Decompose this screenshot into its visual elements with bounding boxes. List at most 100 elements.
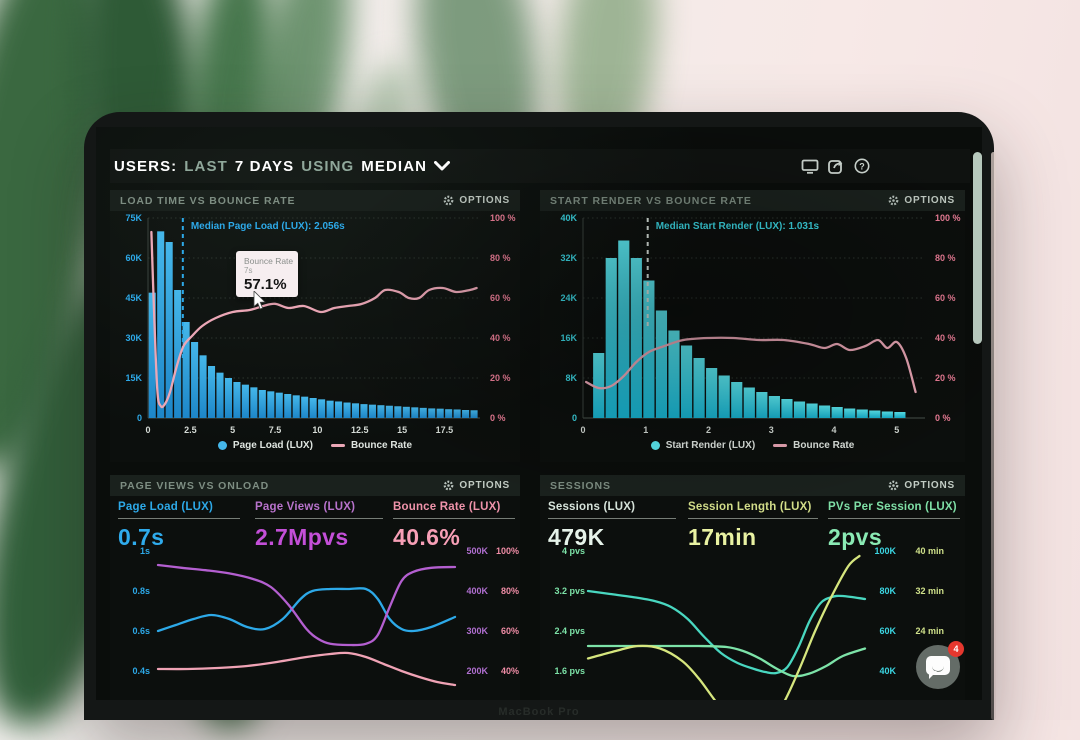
metric-label: Sessions (LUX) <box>548 501 636 513</box>
monitor-icon[interactable] <box>801 159 819 174</box>
dashboard-screen: USERS: LAST 7 DAYS USING MEDIAN ? <box>96 127 982 700</box>
title-median: MEDIAN <box>361 157 428 175</box>
svg-text:80 %: 80 % <box>490 253 511 263</box>
svg-text:4 pvs: 4 pvs <box>562 546 585 556</box>
metric-session-length: Session Length (LUX) 17min <box>688 501 818 551</box>
svg-text:32 min: 32 min <box>915 586 944 596</box>
histogram-load-time[interactable]: 75K 100 % 60K 80 % 45K 60 % 30K 40 % 15K 20 % 0 0 %… <box>110 190 520 462</box>
options-label: OPTIONS <box>459 480 510 491</box>
svg-text:0: 0 <box>145 425 150 435</box>
tooltip-subtitle: 7s <box>244 266 253 275</box>
chat-button[interactable]: 4 <box>916 641 964 689</box>
svg-text:12.5: 12.5 <box>351 425 369 435</box>
svg-text:100 %: 100 % <box>935 213 961 223</box>
panel-page-views-vs-onload: PAGE VIEWS VS ONLOAD OPTIONS Page Load (… <box>110 475 520 700</box>
svg-text:60%: 60% <box>501 626 519 636</box>
svg-text:40K: 40K <box>879 666 896 676</box>
svg-text:80K: 80K <box>879 586 896 596</box>
legend-label: Bounce Rate <box>350 440 413 451</box>
metric-value: 17min <box>688 524 757 550</box>
panel-header: PAGE VIEWS VS ONLOAD OPTIONS <box>110 475 520 496</box>
svg-text:4: 4 <box>832 425 837 435</box>
metric-label: Page Load (LUX) <box>118 501 214 513</box>
legend-dot-icon <box>650 441 660 450</box>
options-button[interactable]: OPTIONS <box>888 480 955 491</box>
svg-text:5: 5 <box>894 425 899 435</box>
svg-text:3.2 pvs: 3.2 pvs <box>554 586 585 596</box>
tooltip-title: Bounce Rate <box>244 256 294 266</box>
legend-item-bounce-rate[interactable]: Bounce Rate <box>330 440 413 451</box>
options-button[interactable]: OPTIONS <box>888 195 955 206</box>
svg-text:15: 15 <box>397 425 407 435</box>
gear-icon <box>444 480 454 491</box>
svg-text:40 %: 40 % <box>935 333 956 343</box>
legend-label: Bounce Rate <box>793 440 855 451</box>
svg-text:40K: 40K <box>560 213 577 223</box>
metric-value: 2pvs <box>828 524 883 550</box>
svg-text:24 min: 24 min <box>915 626 944 636</box>
svg-text:80%: 80% <box>501 586 519 596</box>
legend-dash-icon <box>773 444 788 447</box>
chart-legend: Start Render (LUX) Bounce Rate <box>540 440 965 451</box>
title-last: LAST <box>184 157 228 175</box>
svg-text:Median Start Render (LUX): 1.0: Median Start Render (LUX): 1.031s <box>656 221 820 232</box>
options-button[interactable]: OPTIONS <box>443 195 510 206</box>
svg-text:300K: 300K <box>466 626 488 636</box>
svg-text:20 %: 20 % <box>490 373 511 383</box>
options-label: OPTIONS <box>904 480 955 491</box>
panel-title: START RENDER VS BOUNCE RATE <box>550 194 752 207</box>
panel-title: PAGE VIEWS VS ONLOAD <box>120 479 270 492</box>
metric-label: Bounce Rate (LUX) <box>393 501 501 513</box>
metric-value: 479K <box>548 524 605 550</box>
svg-text:1.6 pvs: 1.6 pvs <box>554 666 585 676</box>
legend-dash-icon <box>330 444 345 447</box>
page-title[interactable]: USERS: LAST 7 DAYS USING MEDIAN <box>114 157 451 175</box>
bezel-label: MacBook Pro <box>498 706 580 718</box>
svg-text:8K: 8K <box>565 373 577 383</box>
svg-text:1: 1 <box>643 425 648 435</box>
svg-text:7.5: 7.5 <box>269 425 282 435</box>
svg-text:16K: 16K <box>560 333 577 343</box>
metric-underline <box>828 518 960 519</box>
svg-text:45K: 45K <box>125 293 142 303</box>
metric-label: Session Length (LUX) <box>688 501 812 513</box>
scrollbar-thumb[interactable] <box>973 152 982 344</box>
svg-text:2.5: 2.5 <box>184 425 197 435</box>
line-chart-sessions[interactable]: 4 pvs 100K 40 min 3.2 pvs 80K 32 min 2.4 pvs 60… <box>540 475 965 700</box>
metric-sessions: Sessions (LUX) 479K <box>548 501 676 551</box>
chevron-down-icon[interactable] <box>434 158 451 175</box>
chat-unread-badge: 4 <box>948 641 964 657</box>
chat-bubble-icon <box>926 656 950 679</box>
options-label: OPTIONS <box>459 195 510 206</box>
metric-pvs-per-session: PVs Per Session (LUX) 2pvs <box>828 501 960 551</box>
histogram-start-render[interactable]: 40K 100 % 32K 80 % 24K 60 % 16K 40 % 8K 20 % 0 0 % 0… <box>540 190 965 462</box>
legend-dot-icon <box>217 441 227 450</box>
options-button[interactable]: OPTIONS <box>443 480 510 491</box>
title-users: USERS: <box>114 157 178 175</box>
svg-text:100%: 100% <box>496 546 519 556</box>
title-7days: 7 DAYS <box>234 157 295 175</box>
panel-header: SESSIONS OPTIONS <box>540 475 965 496</box>
help-icon[interactable]: ? <box>854 158 870 174</box>
dashboard-topbar: USERS: LAST 7 DAYS USING MEDIAN ? <box>110 149 970 183</box>
legend-item-page-load[interactable]: Page Load (LUX) <box>217 440 313 451</box>
line-chart-page-views-onload[interactable]: 1s 500K 100% 0.8s 400K 80% 0.6s 300K 60% 0.4s 200K… <box>110 475 520 700</box>
svg-text:60 %: 60 % <box>490 293 511 303</box>
metric-bounce-rate: Bounce Rate (LUX) 40.6% <box>393 501 515 551</box>
legend-item-bounce-rate[interactable]: Bounce Rate <box>773 440 854 451</box>
share-icon[interactable] <box>828 158 845 174</box>
bounce-rate-tooltip: Bounce Rate 7s 57.1% <box>236 251 298 297</box>
svg-text:0: 0 <box>572 413 577 423</box>
svg-text:1s: 1s <box>140 546 150 556</box>
svg-text:60 %: 60 % <box>935 293 956 303</box>
panel-header: LOAD TIME VS BOUNCE RATE OPTIONS <box>110 190 520 211</box>
gear-icon <box>889 195 899 206</box>
metric-underline <box>255 518 383 519</box>
metric-value: 40.6% <box>393 524 461 550</box>
panel-title: SESSIONS <box>550 479 611 492</box>
svg-text:17.5: 17.5 <box>436 425 454 435</box>
svg-text:15K: 15K <box>125 373 142 383</box>
mouse-cursor-icon <box>253 290 267 315</box>
svg-text:200K: 200K <box>466 666 488 676</box>
legend-item-start-render[interactable]: Start Render (LUX) <box>650 440 755 451</box>
